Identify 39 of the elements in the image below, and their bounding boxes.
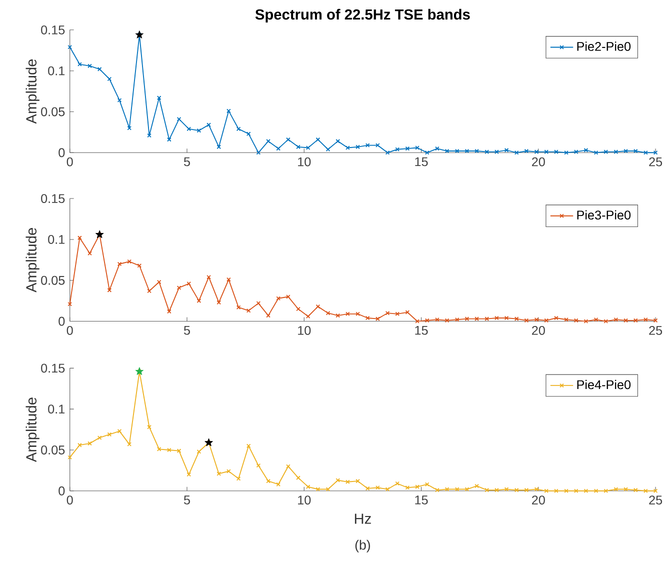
x-tick-label: 25 [649, 157, 662, 166]
x-tick-label: 15 [415, 157, 428, 166]
text: (b) [355, 540, 370, 552]
x-tick-label: 15 [415, 326, 428, 335]
legend-label: Pie2-Pie0 [577, 42, 631, 52]
x-tick-label: 10 [298, 496, 311, 505]
y-tick-label: 0.05 [41, 446, 65, 455]
x-tick-label: 20 [532, 496, 545, 505]
x-tick-label: 20 [532, 157, 545, 166]
x-tick-label: 0 [66, 157, 73, 166]
x-tick-label: 20 [532, 326, 545, 336]
x-axis-title: Hz [354, 514, 371, 524]
y-tick-label: 0 [58, 486, 65, 496]
y-tick-label: 0.1 [48, 235, 65, 244]
x-tick-label: 5 [184, 496, 190, 505]
x-tick-label: 25 [649, 326, 662, 336]
y-tick-label: 0.15 [41, 26, 65, 35]
x-tick-label: 5 [184, 157, 190, 166]
x-tick-label: 15 [415, 496, 428, 505]
legend-label: Pie4-Pie0 [577, 380, 631, 390]
x-tick-label: 10 [298, 326, 311, 336]
y-tick-label: 0.05 [41, 276, 65, 285]
y-axis-title: Amplitude [26, 398, 40, 462]
x-tick-label: 0 [66, 326, 73, 336]
y-tick-label: 0.15 [41, 194, 65, 204]
x-tick-label: 25 [649, 496, 662, 505]
y-tick-label: 0.15 [41, 364, 65, 373]
chart-title: Spectrum of 22.5Hz TSE bands [255, 9, 470, 23]
x-tick-label: 10 [298, 157, 311, 166]
y-tick-label: 0.1 [48, 404, 65, 414]
legend-label: Pie3-Pie0 [577, 210, 631, 220]
x-tick-label: 5 [184, 326, 190, 335]
y-tick-label: 0 [58, 316, 65, 326]
x-tick-label: 0 [66, 496, 73, 505]
y-axis-title: Amplitude [26, 60, 40, 124]
y-axis-title: Amplitude [26, 228, 40, 293]
y-tick-label: 0 [58, 148, 65, 158]
y-tick-label: 0.1 [48, 66, 65, 76]
y-tick-label: 0.05 [41, 107, 65, 116]
